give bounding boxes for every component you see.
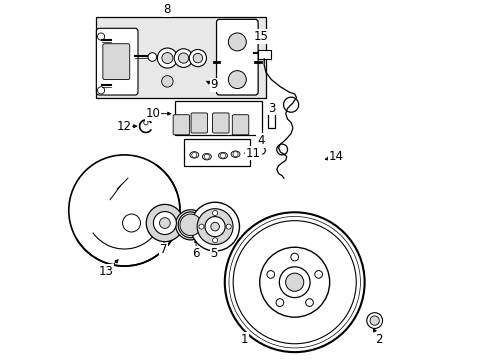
Circle shape [178, 53, 188, 63]
FancyBboxPatch shape [212, 113, 228, 133]
FancyBboxPatch shape [216, 19, 258, 95]
Circle shape [159, 218, 170, 228]
Circle shape [228, 71, 246, 89]
Circle shape [122, 214, 140, 232]
Circle shape [175, 210, 205, 240]
FancyBboxPatch shape [191, 113, 207, 133]
Circle shape [102, 169, 178, 244]
FancyBboxPatch shape [102, 44, 129, 80]
Circle shape [224, 212, 364, 352]
Text: 13: 13 [99, 265, 114, 278]
Circle shape [143, 121, 148, 125]
Circle shape [314, 271, 322, 278]
Circle shape [174, 49, 192, 67]
Text: 10: 10 [145, 107, 160, 120]
Circle shape [290, 253, 298, 261]
Circle shape [162, 53, 173, 64]
Circle shape [97, 33, 104, 40]
Ellipse shape [230, 151, 240, 157]
Circle shape [180, 214, 201, 235]
Text: 3: 3 [267, 102, 275, 115]
FancyBboxPatch shape [96, 28, 138, 95]
Circle shape [69, 155, 180, 266]
Circle shape [210, 222, 219, 231]
Circle shape [366, 313, 382, 328]
Ellipse shape [189, 152, 198, 158]
Circle shape [305, 299, 313, 306]
Text: 9: 9 [210, 78, 217, 91]
Ellipse shape [218, 152, 227, 159]
Circle shape [191, 152, 196, 157]
Circle shape [157, 48, 177, 68]
Text: 5: 5 [210, 247, 217, 260]
Circle shape [258, 147, 265, 154]
Circle shape [197, 209, 233, 244]
Circle shape [212, 238, 217, 243]
Bar [96, 17, 265, 98]
Circle shape [146, 204, 183, 242]
Circle shape [226, 224, 231, 229]
Text: 7: 7 [160, 243, 167, 256]
Bar [267, 112, 274, 128]
Circle shape [190, 202, 239, 251]
Circle shape [266, 271, 274, 278]
Text: 6: 6 [192, 247, 200, 260]
Circle shape [97, 87, 104, 94]
Text: 1: 1 [240, 333, 248, 346]
Text: 14: 14 [328, 150, 343, 163]
Circle shape [153, 212, 176, 234]
Circle shape [199, 224, 203, 229]
FancyBboxPatch shape [173, 115, 189, 135]
Circle shape [212, 211, 217, 216]
Circle shape [369, 316, 379, 325]
Text: 12: 12 [117, 120, 132, 133]
Circle shape [204, 154, 209, 159]
Circle shape [279, 267, 309, 298]
Circle shape [259, 247, 329, 317]
Circle shape [148, 53, 156, 61]
Circle shape [276, 299, 283, 306]
Circle shape [189, 49, 206, 67]
Circle shape [233, 152, 238, 157]
Bar [183, 139, 249, 166]
Text: 4: 4 [256, 134, 264, 147]
Circle shape [233, 221, 356, 344]
Circle shape [204, 217, 224, 237]
Circle shape [220, 153, 225, 158]
Circle shape [228, 33, 246, 51]
Circle shape [162, 76, 173, 87]
Ellipse shape [202, 153, 211, 160]
FancyBboxPatch shape [232, 115, 248, 135]
Circle shape [193, 53, 202, 63]
Text: 2: 2 [374, 333, 382, 346]
Text: 11: 11 [245, 147, 261, 159]
Circle shape [285, 273, 303, 291]
Bar [174, 101, 262, 135]
Bar [257, 50, 270, 59]
Text: 15: 15 [253, 30, 267, 43]
Text: 8: 8 [163, 3, 171, 16]
